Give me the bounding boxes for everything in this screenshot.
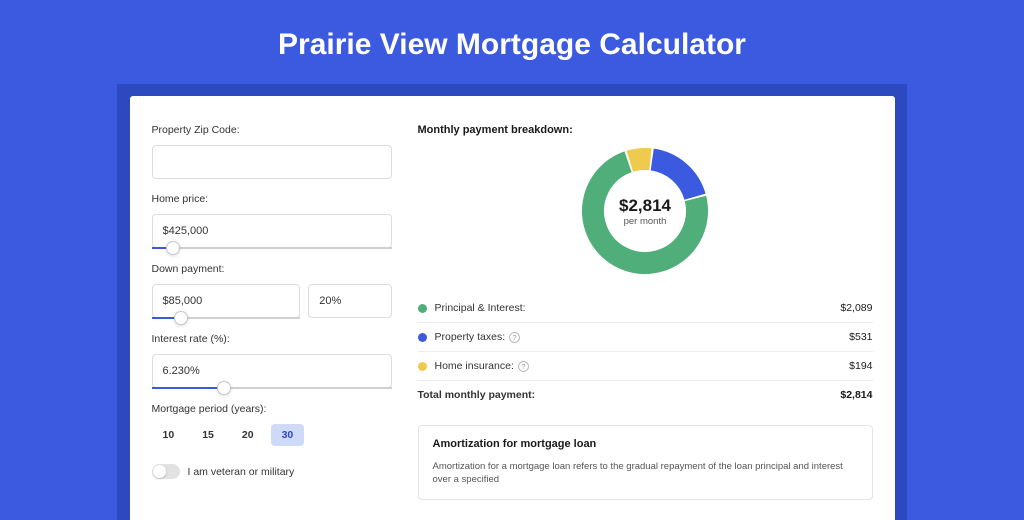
- veteran-toggle-label: I am veteran or military: [188, 466, 295, 478]
- legend-dot: [418, 304, 427, 313]
- price-slider[interactable]: [152, 247, 392, 249]
- page-title: Prairie View Mortgage Calculator: [0, 0, 1024, 84]
- veteran-toggle[interactable]: [152, 464, 180, 479]
- down-amount-input[interactable]: [152, 284, 301, 318]
- inner-band: Property Zip Code: Home price: Down paym…: [117, 84, 907, 520]
- price-label: Home price:: [152, 193, 392, 205]
- legend-value: $531: [849, 331, 872, 343]
- legend-dot: [418, 333, 427, 342]
- legend-row: Home insurance: ?$194: [418, 352, 873, 381]
- donut-center: $2,814 per month: [580, 146, 710, 276]
- legend-value: $194: [849, 360, 872, 372]
- breakdown-legend: Principal & Interest:$2,089Property taxe…: [418, 294, 873, 409]
- legend-total-row: Total monthly payment:$2,814: [418, 381, 873, 409]
- period-field-group: Mortgage period (years): 1015 20 30: [152, 403, 392, 446]
- veteran-toggle-row: I am veteran or military: [152, 464, 392, 479]
- price-slider-thumb[interactable]: [166, 241, 180, 255]
- donut-chart-wrap: $2,814 per month: [418, 146, 873, 276]
- down-field-group: Down payment:: [152, 263, 392, 319]
- period-button-20[interactable]: 20: [231, 424, 265, 446]
- down-percent-input[interactable]: [308, 284, 391, 318]
- results-panel: Monthly payment breakdown: $2,814 per mo…: [418, 124, 873, 500]
- rate-input[interactable]: [152, 354, 392, 388]
- legend-label: Principal & Interest:: [435, 302, 841, 314]
- breakdown-title: Monthly payment breakdown:: [418, 124, 873, 136]
- legend-total-value: $2,814: [840, 389, 872, 401]
- legend-dot: [418, 362, 427, 371]
- period-button-30[interactable]: 30: [271, 424, 305, 446]
- rate-slider-fill: [152, 387, 224, 389]
- amortization-box: Amortization for mortgage loan Amortizat…: [418, 425, 873, 500]
- legend-label: Home insurance: ?: [435, 360, 850, 372]
- legend-label: Property taxes: ?: [435, 331, 850, 343]
- down-slider-thumb[interactable]: [174, 311, 188, 325]
- period-button-row: 1015 20 30: [152, 424, 392, 446]
- donut-sub: per month: [624, 216, 667, 227]
- legend-value: $2,089: [840, 302, 872, 314]
- donut-chart: $2,814 per month: [580, 146, 710, 276]
- zip-field-group: Property Zip Code:: [152, 124, 392, 179]
- period-label: Mortgage period (years):: [152, 403, 392, 415]
- rate-slider-thumb[interactable]: [217, 381, 231, 395]
- price-field-group: Home price:: [152, 193, 392, 249]
- period-button-15[interactable]: 15: [191, 424, 225, 446]
- zip-label: Property Zip Code:: [152, 124, 392, 136]
- veteran-toggle-knob: [153, 465, 166, 478]
- zip-input[interactable]: [152, 145, 392, 179]
- rate-slider[interactable]: [152, 387, 392, 389]
- down-slider[interactable]: [152, 317, 301, 319]
- price-input[interactable]: [152, 214, 392, 248]
- input-panel: Property Zip Code: Home price: Down paym…: [152, 124, 392, 500]
- down-label: Down payment:: [152, 263, 392, 275]
- legend-row: Property taxes: ?$531: [418, 323, 873, 352]
- rate-field-group: Interest rate (%):: [152, 333, 392, 389]
- legend-total-label: Total monthly payment:: [418, 389, 841, 401]
- calculator-card: Property Zip Code: Home price: Down paym…: [130, 96, 895, 520]
- legend-row: Principal & Interest:$2,089: [418, 294, 873, 323]
- info-icon[interactable]: ?: [509, 332, 520, 343]
- rate-label: Interest rate (%):: [152, 333, 392, 345]
- period-button-10[interactable]: 10: [152, 424, 186, 446]
- donut-amount: $2,814: [619, 196, 671, 216]
- amortization-title: Amortization for mortgage loan: [433, 438, 858, 450]
- info-icon[interactable]: ?: [518, 361, 529, 372]
- amortization-text: Amortization for a mortgage loan refers …: [433, 460, 858, 487]
